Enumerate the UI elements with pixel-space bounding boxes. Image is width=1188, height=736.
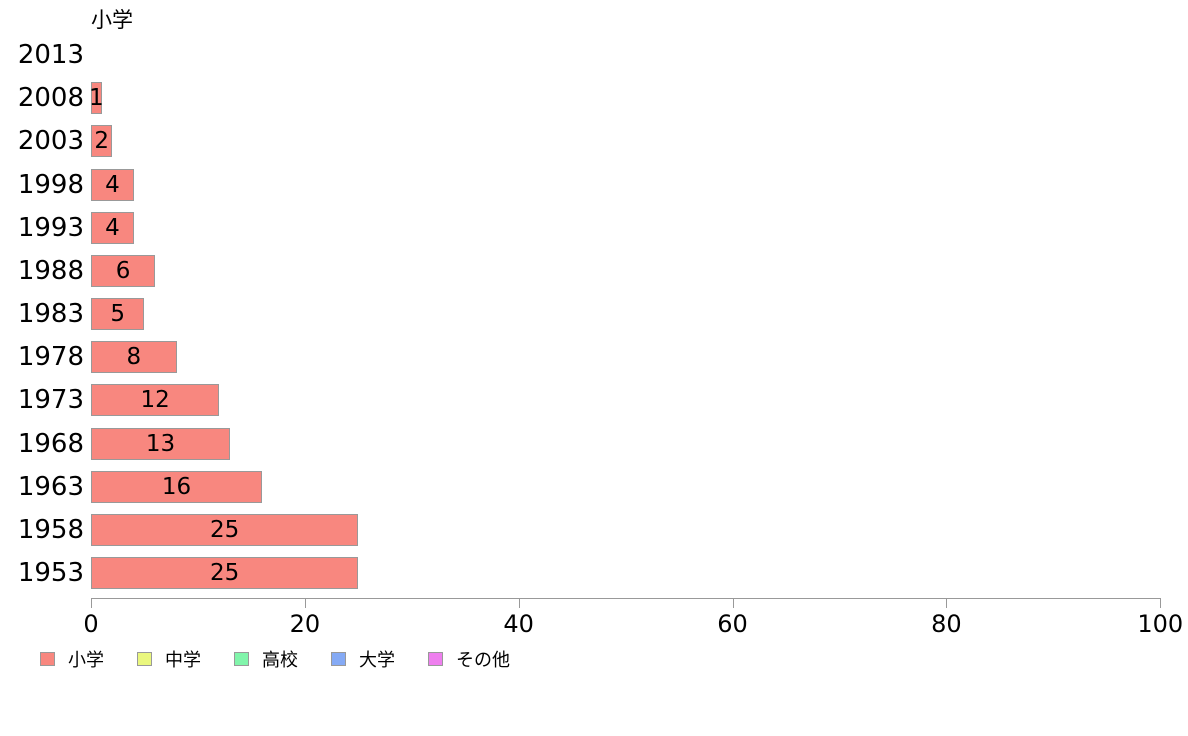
bar-value-label: 6 — [115, 257, 131, 284]
legend-item-大学[interactable]: 大学 — [331, 646, 395, 672]
bar-1953[interactable]: 25 — [91, 557, 359, 589]
bar-value-label: 25 — [210, 560, 240, 586]
y-axis-label: 1988 — [17, 255, 84, 286]
chart-title: 小学 — [91, 8, 133, 32]
y-axis-label: 1993 — [17, 212, 84, 243]
bar-value-label: 12 — [140, 387, 170, 414]
y-axis-label: 1953 — [17, 558, 84, 588]
y-axis-label: 1968 — [17, 428, 84, 459]
bar-1983[interactable]: 5 — [91, 298, 145, 330]
x-axis-tick — [732, 598, 734, 608]
x-axis-tick-label: 40 — [503, 610, 534, 638]
x-axis-tick-label: 60 — [717, 610, 748, 638]
legend-label: その他 — [456, 650, 510, 671]
legend-item-中学[interactable]: 中学 — [137, 646, 201, 672]
x-axis-tick-label: 20 — [289, 610, 321, 638]
x-axis-tick — [518, 598, 520, 608]
x-axis-tick-label: 80 — [931, 610, 962, 638]
x-axis-tick-label: 100 — [1137, 610, 1184, 638]
legend-item-高校[interactable]: 高校 — [234, 646, 298, 672]
y-axis-label: 1978 — [17, 342, 84, 373]
legend-item-小学[interactable]: 小学 — [40, 646, 104, 672]
bar-2003[interactable]: 2 — [91, 125, 113, 158]
bar-value-label: 4 — [105, 214, 120, 241]
bar-1958[interactable]: 25 — [91, 513, 359, 546]
bar-value-label: 4 — [105, 171, 120, 198]
bar-1993[interactable]: 4 — [91, 211, 134, 244]
bar-1973[interactable]: 12 — [91, 384, 220, 417]
bar-value-label: 13 — [145, 430, 176, 457]
bar-1978[interactable]: 8 — [91, 341, 177, 374]
x-axis-tick — [946, 598, 948, 608]
x-axis-tick-label: 0 — [83, 610, 99, 638]
y-axis-label: 2003 — [17, 126, 84, 157]
legend-item-その他[interactable]: その他 — [428, 646, 510, 672]
legend-swatch-icon — [331, 652, 346, 666]
bar-value-label: 16 — [161, 473, 192, 500]
legend-swatch-icon — [137, 652, 152, 666]
bar-1963[interactable]: 16 — [91, 470, 263, 503]
y-axis-label: 1963 — [17, 471, 84, 502]
legend: 小学 中学 高校 大学 その他 — [40, 646, 510, 672]
bar-value-label: 2 — [94, 128, 109, 155]
y-axis-label: 1958 — [17, 514, 84, 545]
x-axis-tick — [91, 598, 92, 608]
legend-label: 大学 — [359, 650, 395, 671]
legend-label: 中学 — [165, 650, 201, 671]
x-axis-line — [91, 598, 1161, 599]
bar-1998[interactable]: 4 — [91, 168, 134, 201]
y-axis-label: 2013 — [17, 40, 84, 70]
legend-swatch-icon — [428, 652, 443, 666]
bar-1988[interactable]: 6 — [91, 254, 156, 287]
bar-value-label: 25 — [210, 516, 240, 543]
y-axis-label: 1983 — [17, 299, 84, 329]
legend-swatch-icon — [40, 652, 55, 666]
bar-value-label: 1 — [89, 85, 104, 112]
x-axis-tick — [1160, 598, 1162, 608]
y-axis-label: 1973 — [17, 385, 84, 416]
legend-label: 高校 — [262, 650, 298, 671]
bar-2008[interactable]: 1 — [89, 82, 104, 115]
legend-swatch-icon — [234, 652, 249, 666]
x-axis-tick — [304, 598, 306, 608]
y-axis-label: 1998 — [17, 169, 84, 200]
bar-value-label: 5 — [110, 301, 126, 327]
y-axis-label: 2008 — [17, 83, 84, 114]
bar-value-label: 8 — [126, 344, 142, 371]
legend-label: 小学 — [68, 650, 104, 671]
bar-1968[interactable]: 13 — [91, 427, 230, 460]
